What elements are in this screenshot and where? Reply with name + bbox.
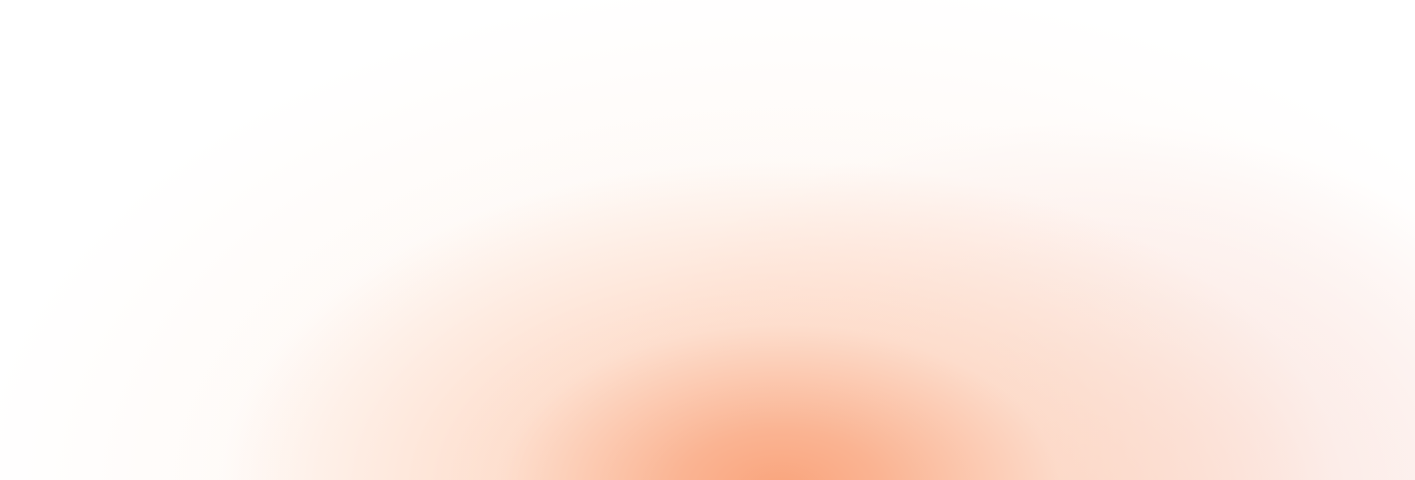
gradient-background bbox=[0, 0, 1415, 480]
orange-glow bbox=[0, 0, 1415, 480]
